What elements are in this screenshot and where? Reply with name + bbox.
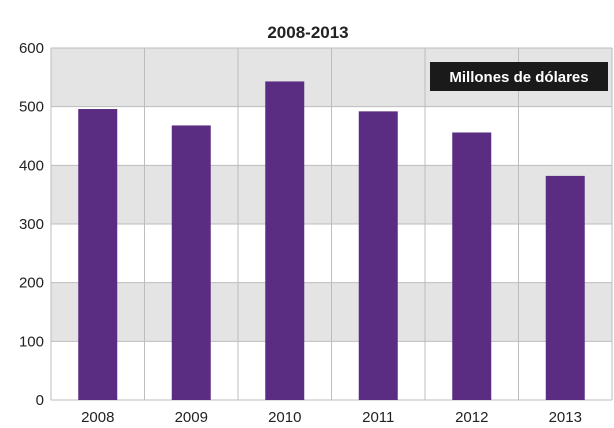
y-tick-label: 300: [19, 216, 44, 233]
bar-2008: [78, 109, 118, 400]
bar-2009: [171, 125, 211, 400]
bar-2011: [358, 111, 398, 401]
legend-label: Millones de dólares: [449, 69, 588, 86]
y-tick-label: 600: [19, 40, 44, 57]
x-tick-label: 2009: [175, 409, 208, 426]
y-tick-label: 200: [19, 275, 44, 292]
x-tick-label: 2010: [268, 409, 301, 426]
y-tick-label: 400: [19, 157, 44, 174]
bar-2013: [545, 175, 585, 400]
legend: Millones de dólares: [430, 62, 608, 91]
x-axis-ticks: 2008 2009 2010 2011 2012 2013: [81, 409, 582, 426]
y-tick-label: 100: [19, 333, 44, 350]
legend-box: [430, 62, 608, 91]
y-tick-label: 0: [36, 392, 44, 409]
chart-title: 2008-2013: [267, 23, 348, 42]
y-axis-ticks: 0 100 200 300 400 500 600: [19, 40, 44, 409]
x-tick-label: 2008: [81, 409, 114, 426]
y-tick-label: 500: [19, 99, 44, 116]
bar-2012: [452, 132, 492, 401]
bar-2010: [265, 81, 305, 400]
x-tick-label: 2011: [362, 409, 394, 426]
gridlines: [50, 47, 613, 401]
x-tick-label: 2013: [549, 409, 582, 426]
bars: [78, 81, 585, 401]
x-tick-label: 2012: [455, 409, 488, 426]
